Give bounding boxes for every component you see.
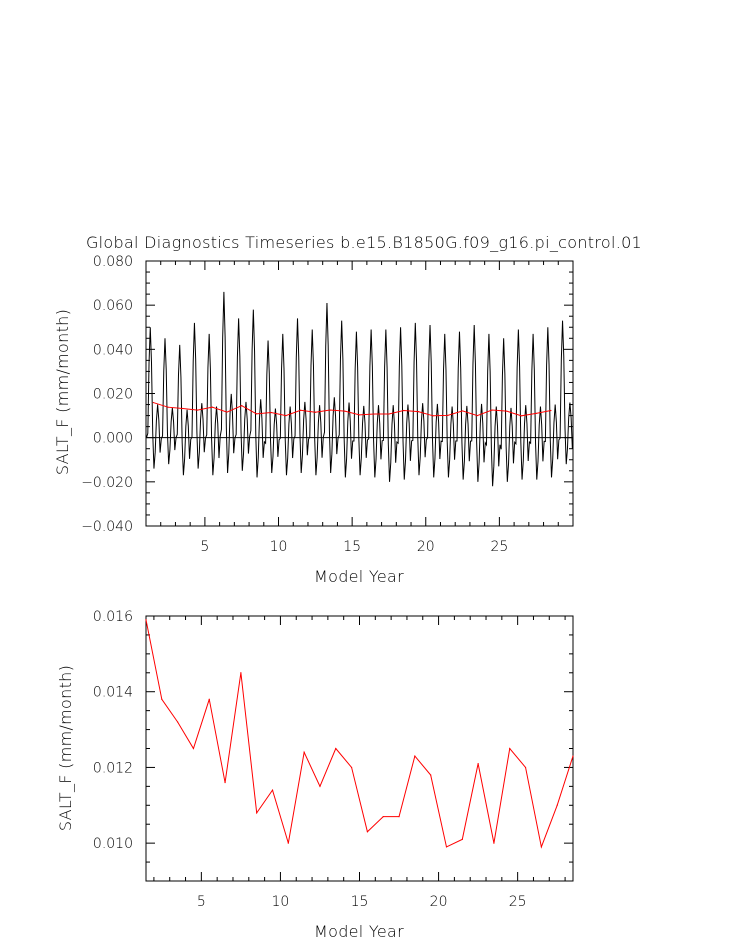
top-annual-mean-point <box>432 415 434 417</box>
bottom-x-tick-label: 10 <box>272 894 290 910</box>
bottom-annual-mean-point <box>556 804 558 806</box>
bottom-annual-mean-point <box>509 747 511 750</box>
bottom-annual-mean-point <box>350 766 353 769</box>
bottom-annual-mean-point <box>271 789 274 791</box>
bottom-annual-mean-point <box>177 721 179 723</box>
bottom-annual-mean-point <box>335 747 337 750</box>
timeseries-panel-top: Model Year SALT_F (mm/month) 5 10 15 20 25 −0… <box>53 254 574 586</box>
top-annual-mean-point <box>447 414 449 416</box>
top-x-axis-label: Model Year <box>314 567 404 586</box>
top-plot-frame <box>145 260 574 527</box>
top-annual-mean-point <box>373 413 375 415</box>
top-annual-mean-line <box>153 402 552 417</box>
top-y-tick-label: 0.080 <box>93 254 133 270</box>
top-annual-mean-point <box>211 406 213 408</box>
top-y-tick-label: −0.040 <box>81 519 133 535</box>
bottom-x-tick-label: 20 <box>430 894 448 910</box>
top-annual-mean-point <box>167 406 169 408</box>
top-annual-mean-point <box>491 409 493 411</box>
bottom-x-tick-label: 25 <box>509 894 527 910</box>
bottom-annual-mean-point <box>366 831 369 833</box>
top-annual-mean-point <box>535 412 537 414</box>
bottom-annual-mean-point <box>161 698 163 700</box>
top-x-tick-label: 10 <box>270 539 288 555</box>
bottom-annual-mean-line <box>145 619 574 849</box>
bottom-annual-mean-point <box>493 842 495 844</box>
top-y-tick-label: 0.000 <box>93 431 133 447</box>
bottom-y-tick-label: 0.016 <box>93 609 133 625</box>
figure-title: Global Diagnostics Timeseries b.e15.B185… <box>86 233 642 252</box>
top-annual-mean-point <box>358 414 361 416</box>
bottom-annual-mean-point <box>445 846 448 848</box>
top-annual-mean-point <box>255 413 258 415</box>
bottom-y-axis-label: SALT_F (mm/month) <box>56 665 75 831</box>
bottom-annual-mean-point <box>461 838 463 840</box>
bottom-annual-mean-point <box>430 774 432 776</box>
top-annual-mean-point <box>241 405 243 407</box>
bottom-annual-mean-point <box>477 763 479 765</box>
top-annual-mean-point <box>329 409 331 411</box>
top-x-tick-label: 25 <box>490 539 508 555</box>
top-annual-mean-point <box>285 414 287 417</box>
bottom-x-tick-label: 5 <box>197 894 206 910</box>
top-y-tick-label: 0.040 <box>93 342 133 358</box>
top-annual-mean-point <box>152 401 154 404</box>
top-y-tick-label: 0.020 <box>93 387 133 403</box>
top-annual-mean-point <box>182 407 184 410</box>
bottom-annual-mean-point <box>540 846 542 848</box>
top-annual-mean-point <box>403 409 405 412</box>
bottom-plot-frame <box>145 615 574 882</box>
bottom-annual-mean-point <box>319 785 321 787</box>
bottom-y-tick-label: 0.014 <box>93 685 133 701</box>
bottom-y-tick-label: 0.010 <box>93 836 133 852</box>
top-annual-mean-point <box>196 409 199 411</box>
bottom-annual-mean-point <box>192 747 195 750</box>
bottom-x-tick-label: 15 <box>351 894 369 910</box>
annual-mean-panel-bottom: Model Year SALT_F (mm/month) 5 10 15 20 25 0.… <box>56 609 574 941</box>
top-annual-mean-point <box>270 411 272 414</box>
bottom-annual-mean-point <box>224 781 226 784</box>
top-annual-mean-point <box>520 415 523 417</box>
top-annual-mean-point <box>300 409 302 411</box>
bottom-annual-mean-point <box>240 672 242 674</box>
top-annual-mean-point <box>461 410 464 412</box>
top-annual-mean-point <box>417 411 419 413</box>
bottom-annual-mean-point <box>303 751 305 753</box>
top-annual-mean-point <box>476 414 478 417</box>
top-y-axis-label: SALT_F (mm/month) <box>53 309 72 475</box>
bottom-annual-mean-point <box>208 698 210 700</box>
bottom-annual-mean-point <box>145 619 147 621</box>
top-annual-mean-point <box>550 409 552 412</box>
bottom-annual-mean-point <box>382 816 384 818</box>
bottom-annual-mean-point <box>572 755 574 757</box>
bottom-x-axis-label: Model Year <box>314 922 404 941</box>
bottom-annual-mean-point <box>414 755 416 757</box>
bottom-annual-mean-point <box>524 766 527 769</box>
top-x-tick-label: 20 <box>417 539 435 555</box>
bottom-annual-mean-point <box>398 816 400 818</box>
bottom-y-tick-label: 0.012 <box>93 760 133 776</box>
top-annual-mean-point <box>344 410 346 412</box>
top-y-tick-label: 0.060 <box>93 298 133 314</box>
top-monthly-series-line <box>146 291 573 487</box>
top-y-tick-label: −0.020 <box>81 475 133 491</box>
top-annual-mean-point <box>506 410 508 412</box>
top-annual-mean-point <box>314 411 316 413</box>
top-x-tick-label: 5 <box>200 539 209 555</box>
top-annual-mean-point <box>226 411 228 413</box>
top-x-tick-label: 15 <box>343 539 361 555</box>
bottom-annual-mean-point <box>287 842 289 844</box>
bottom-annual-mean-point <box>256 812 258 814</box>
top-annual-mean-point <box>388 413 390 415</box>
